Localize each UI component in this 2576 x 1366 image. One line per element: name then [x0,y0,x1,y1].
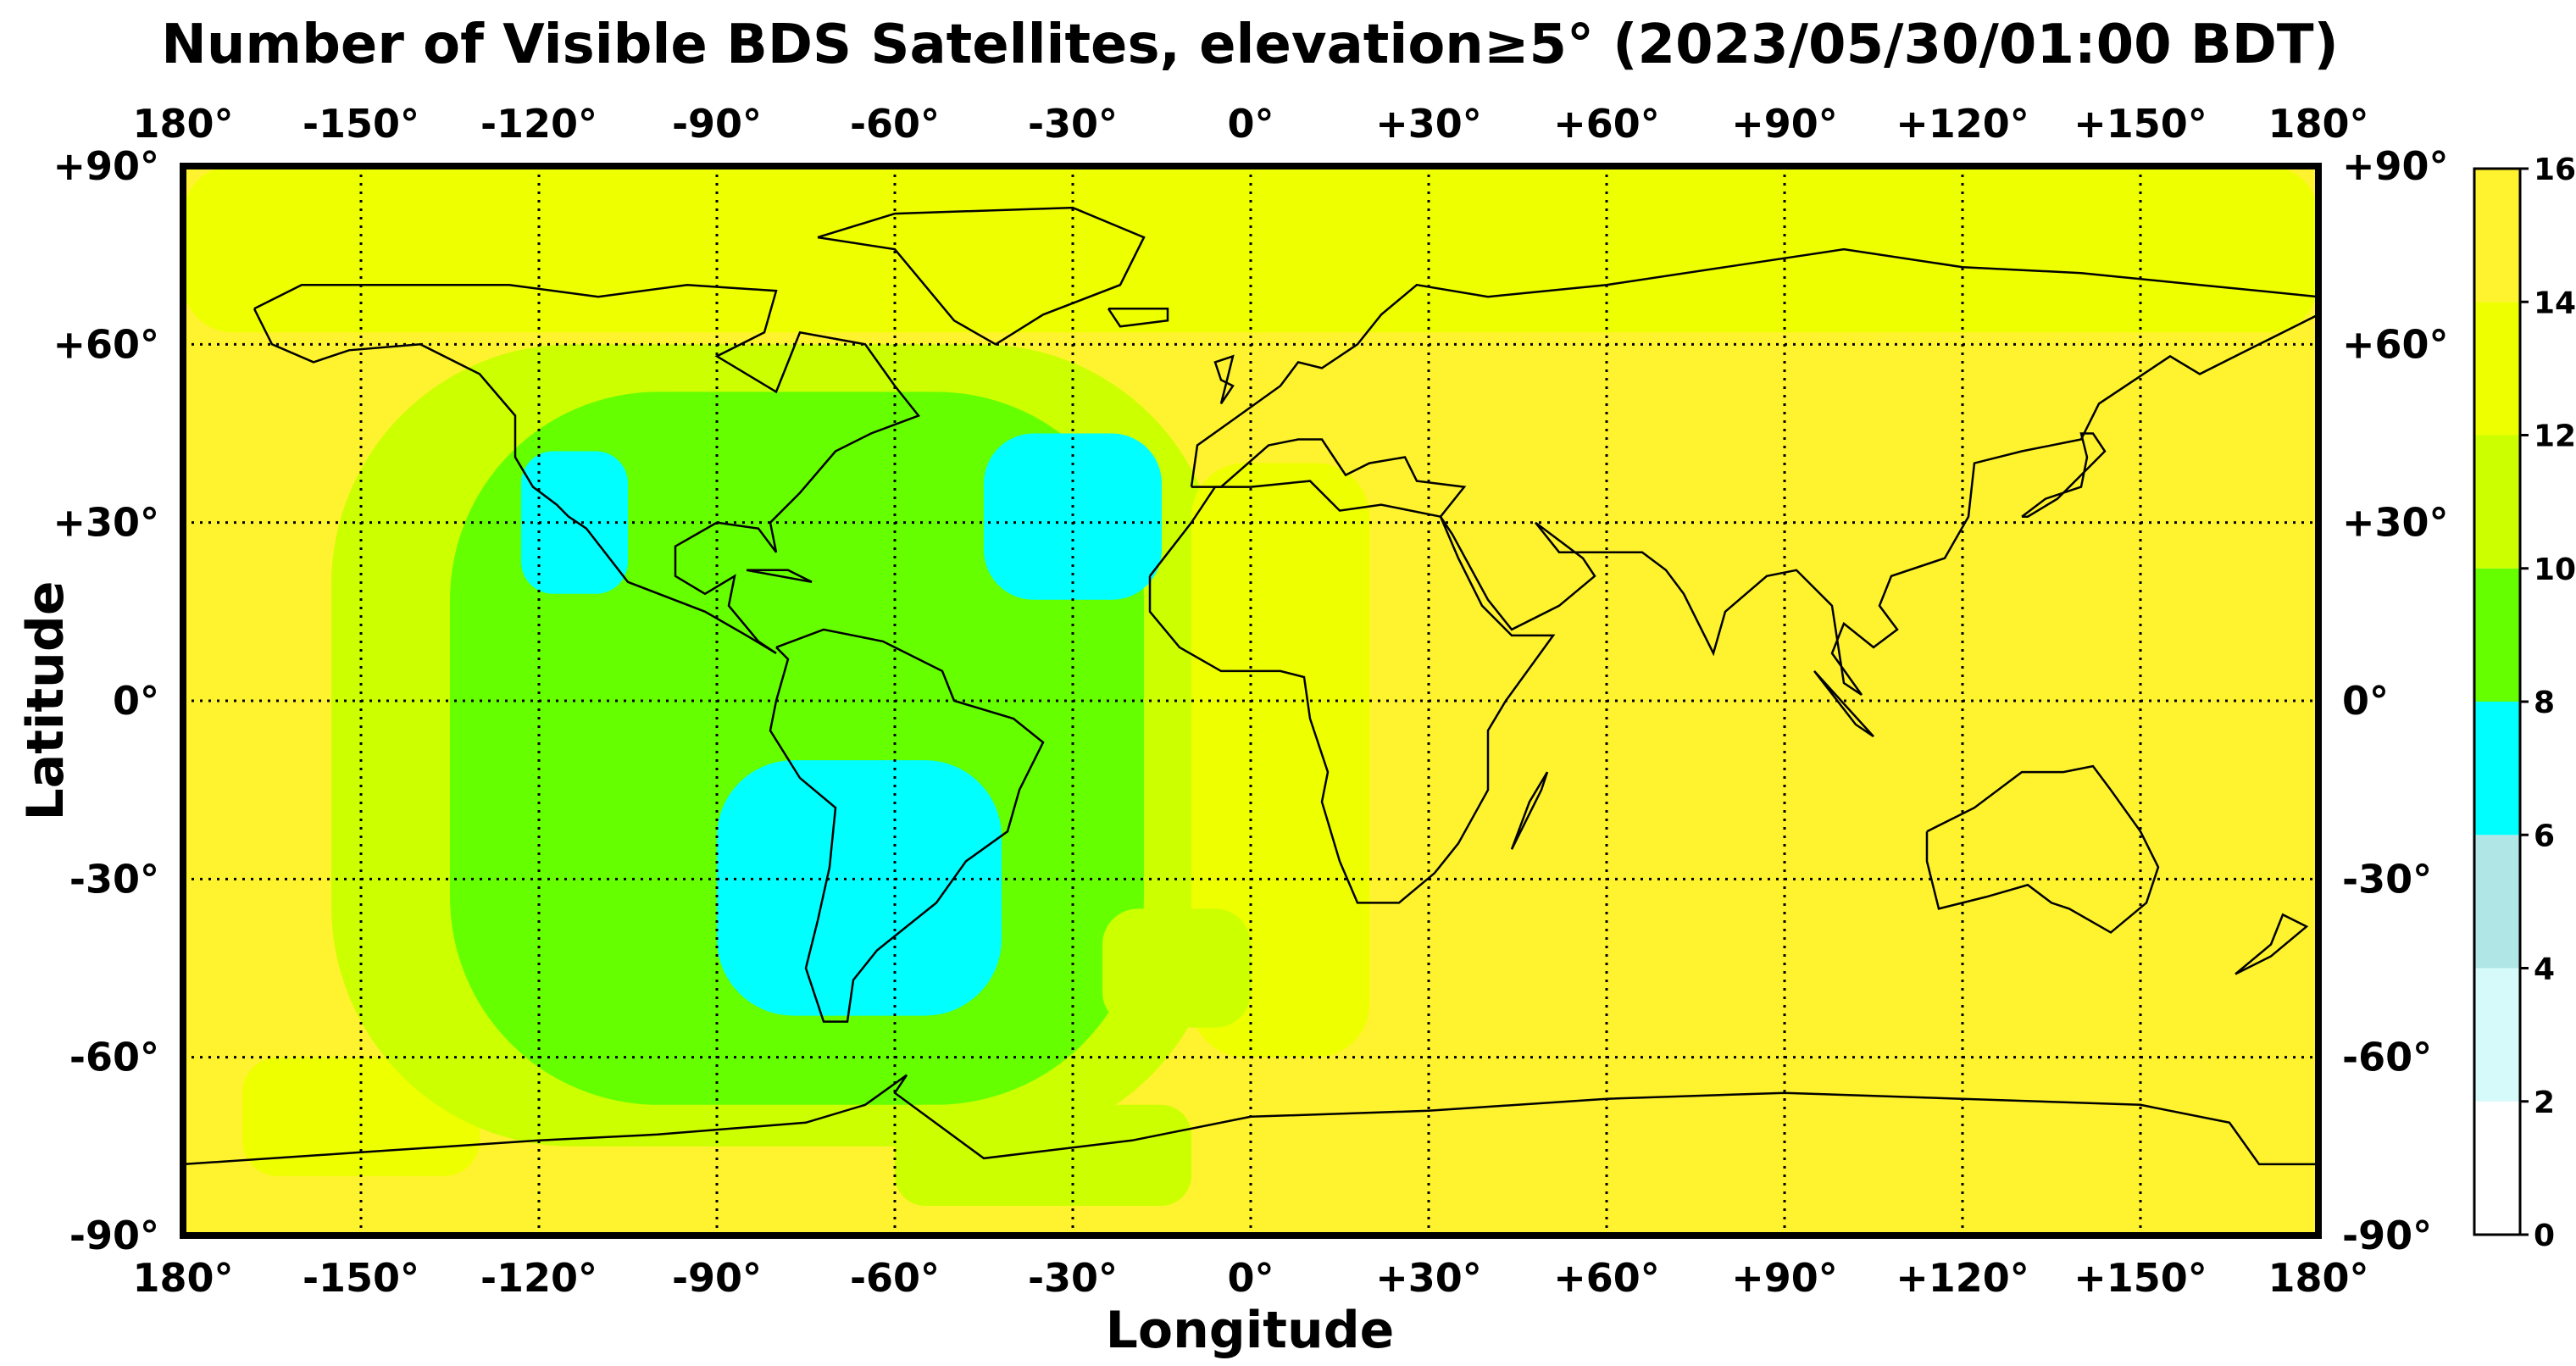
longitude-tick-label-bottom: +120° [1896,1255,2029,1301]
coastline [1107,308,1169,328]
colorbar-tick-label: 0 [2534,1219,2555,1253]
latitude-ticks-left: +90° +60° +30° 0° -30° -60° -90° [53,143,159,1258]
longitude-tick-label-top: 180° [132,101,233,147]
colorbar-bin [2474,702,2520,836]
longitude-tick-label-bottom: -150° [303,1255,419,1301]
longitude-tick-label-bottom: 180° [132,1255,233,1301]
coastline [817,206,1146,346]
latitude-tick-label-right: +90° [2342,143,2449,189]
latitude-ticks-right: +90° +60° +30° 0° -30° -60° -90° [2342,143,2449,1258]
latitude-tick-label-right: +60° [2342,321,2449,367]
y-axis-label: Latitude [16,580,75,820]
longitude-tick-label-bottom: -90° [672,1255,762,1301]
colorbar-tick-label: 16 [2534,153,2576,187]
graticule-grid [183,166,2318,1236]
latitude-tick-label-right: -30° [2342,856,2432,902]
colorbar-bin [2474,1101,2520,1235]
colorbar-bin [2474,302,2520,436]
longitude-tick-label-top: +90° [1731,101,1838,147]
latitude-tick-label-right: +30° [2342,500,2449,546]
longitude-tick-label-top: +150° [2074,101,2207,147]
latitude-tick-label-right: -90° [2342,1213,2432,1258]
longitude-tick-label-bottom: +60° [1553,1255,1660,1301]
coastline [1148,480,1556,904]
coastline [182,1074,2318,1166]
colorbar-tick-label: 6 [2534,819,2555,853]
longitude-tick-label-top: -60° [850,101,940,147]
colorbar-tick-label: 8 [2534,686,2555,720]
colorbar-bin [2474,568,2520,702]
longitude-tick-label-top: 180° [2268,101,2368,147]
latitude-tick-label-left: +90° [53,143,159,189]
heatmap-region [1191,463,1369,1058]
latitude-tick-label-left: +30° [53,500,159,546]
colorbar-bin [2474,968,2520,1102]
longitude-ticks-bottom: 180° -150° -120° -90° -60° -30° 0° +30° +60° +90°… [132,1255,2368,1301]
longitude-tick-label-bottom: -120° [480,1255,597,1301]
longitude-tick-label-bottom: +90° [1731,1255,1838,1301]
colorbar-bin [2474,435,2520,569]
longitude-tick-label-bottom: +30° [1375,1255,1482,1301]
longitude-ticks-top: 180° -150° -120° -90° -60° -30° 0° +30° +60° +90°… [132,101,2368,147]
coastline [1213,354,1235,405]
coastline [2021,432,2107,518]
colorbar-tick-label: 10 [2534,553,2576,587]
longitude-tick-label-bottom: 180° [2268,1255,2368,1301]
longitude-tick-label-bottom: +150° [2074,1255,2207,1301]
heatmap-region [183,166,2318,333]
latitude-tick-label-right: -60° [2342,1035,2432,1080]
heatmap-region [717,760,1002,1016]
longitude-tick-label-top: -150° [303,101,419,147]
colorbar-tick-label: 4 [2534,952,2555,987]
coastline [1190,247,2320,697]
coastline [746,569,813,584]
chart-title: Number of Visible BDS Satellites, elevat… [161,14,2338,76]
coastline [1510,771,1549,850]
map-frame [180,163,2322,1239]
longitude-tick-label-top: +30° [1375,101,1482,147]
latitude-tick-label-right: 0° [2342,678,2389,724]
latitude-tick-label-left: +60° [53,321,159,367]
longitude-tick-label-top: 0° [1227,101,1274,147]
x-axis-label: Longitude [1106,1301,1395,1360]
colorbar-legend: 0 2 4 6 8 10 12 14 16 [2473,153,2576,1253]
coastline [2235,913,2309,975]
heatmap-region [1102,908,1251,1028]
coastline [1925,764,2160,934]
longitude-tick-label-bottom: -30° [1028,1255,1118,1301]
longitude-tick-label-top: +120° [1896,101,2029,147]
latitude-tick-label-left: -90° [69,1213,159,1258]
coastline [253,283,921,654]
coastline [1813,670,1874,738]
colorbar-tick-label: 12 [2534,419,2576,454]
latitude-tick-label-left: -30° [69,856,159,902]
longitude-tick-label-bottom: 0° [1227,1255,1274,1301]
longitude-tick-label-bottom: -60° [850,1255,940,1301]
heatmap-region [984,433,1162,600]
latitude-tick-label-left: 0° [113,678,159,724]
colorbar-tick-label: 2 [2534,1086,2555,1120]
longitude-tick-label-top: +60° [1553,101,1660,147]
latitude-tick-label-left: -60° [69,1035,159,1080]
colorbar-bin [2474,835,2520,969]
longitude-tick-label-top: -90° [672,101,762,147]
longitude-tick-label-top: -30° [1028,101,1118,147]
colorbar-tick-label: 14 [2534,286,2576,320]
colorbar-bin [2474,169,2520,303]
longitude-tick-label-top: -120° [480,101,597,147]
heatmap-region [895,1104,1191,1206]
